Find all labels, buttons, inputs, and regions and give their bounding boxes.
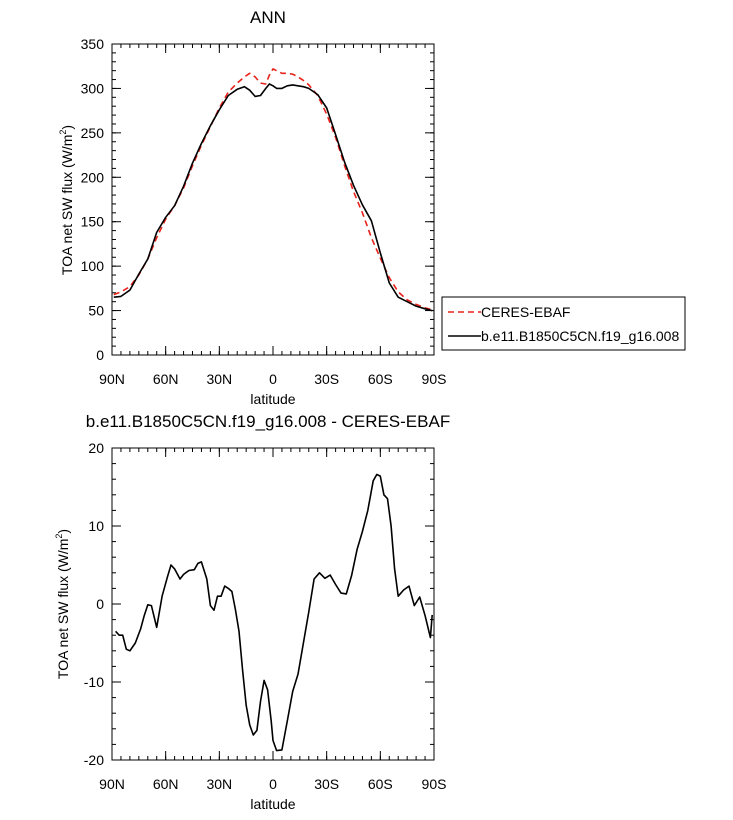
top-series-group <box>113 68 433 312</box>
top-x-tick-label: 30N <box>206 371 232 387</box>
top-x-ticks: 90N 60N 30N 0 30S 60S 90S <box>99 44 446 387</box>
top-x-tick-label: 60S <box>368 371 393 387</box>
bottom-y-axis-label: TOA net SW flux (W/m2) <box>54 529 71 679</box>
top-x-axis-label: latitude <box>250 391 295 407</box>
bottom-x-axis-label: latitude <box>250 796 295 812</box>
bottom-y-tick-label: -20 <box>84 752 104 768</box>
bottom-chart-title: b.e11.B1850C5CN.f19_g16.008 - CERES-EBAF <box>86 412 450 431</box>
top-x-tick-label: 90N <box>99 371 125 387</box>
top-y-tick-label: 350 <box>81 36 105 52</box>
bottom-y-tick-label: 20 <box>88 440 104 456</box>
bottom-y-tick-label: -10 <box>84 674 104 690</box>
bottom-y-ticks: -20 -10 0 10 20 <box>84 440 434 768</box>
top-x-tick-label: 30S <box>314 371 339 387</box>
bottom-y-axis-label-close: ) <box>55 529 71 534</box>
top-y-tick-label: 150 <box>81 214 105 230</box>
legend-label-ceres: CERES-EBAF <box>481 304 570 320</box>
bottom-x-tick-label: 30S <box>314 776 339 792</box>
top-y-tick-label: 50 <box>88 303 104 319</box>
top-y-tick-label: 300 <box>81 80 105 96</box>
top-y-axis-label-close: ) <box>59 125 75 130</box>
top-series-line-1 <box>113 83 433 312</box>
bottom-x-tick-label: 90S <box>422 776 447 792</box>
legend-box <box>441 296 686 351</box>
legend-label-model: b.e11.B1850C5CN.f19_g16.008 <box>481 328 679 344</box>
legend: CERES-EBAF b.e11.B1850C5CN.f19_g16.008 <box>441 296 686 351</box>
bottom-x-tick-label: 60N <box>153 776 179 792</box>
top-y-axis-label-sup: 2 <box>58 130 68 135</box>
top-series-line-0 <box>113 68 433 311</box>
bottom-series-line-0 <box>115 473 433 752</box>
bottom-y-axis-label-main: TOA net SW flux (W/m <box>55 539 71 680</box>
bottom-y-axis-label-sup: 2 <box>54 534 64 539</box>
bottom-chart: b.e11.B1850C5CN.f19_g16.008 - CERES-EBAF… <box>54 412 450 812</box>
top-x-tick-label: 90S <box>422 371 447 387</box>
top-chart-frame <box>111 43 435 356</box>
top-y-tick-label: 250 <box>81 125 105 141</box>
bottom-x-tick-label: 90N <box>99 776 125 792</box>
top-x-tick-label: 60N <box>153 371 179 387</box>
top-y-axis-label-main: TOA net SW flux (W/m <box>59 135 75 276</box>
bottom-x-tick-label: 60S <box>368 776 393 792</box>
bottom-x-tick-label: 30N <box>206 776 232 792</box>
bottom-x-tick-label: 0 <box>269 776 277 792</box>
bottom-series-group <box>115 473 433 752</box>
top-chart-title: ANN <box>250 8 286 27</box>
bottom-y-tick-label: 0 <box>96 596 104 612</box>
top-y-tick-label: 100 <box>81 258 105 274</box>
bottom-y-tick-label: 10 <box>88 518 104 534</box>
top-y-axis-label: TOA net SW flux (W/m2) <box>58 125 75 275</box>
top-y-tick-label: 0 <box>96 347 104 363</box>
top-y-tick-label: 200 <box>81 169 105 185</box>
top-chart: ANN 0 50 100 150 200 250 300 350 90N 60N 30N 0 30S 6… <box>58 8 686 407</box>
top-x-tick-label: 0 <box>269 371 277 387</box>
top-y-ticks: 0 50 100 150 200 250 300 350 <box>81 36 434 363</box>
bottom-x-ticks: 90N 60N 30N 0 30S 60S 90S <box>99 448 446 792</box>
